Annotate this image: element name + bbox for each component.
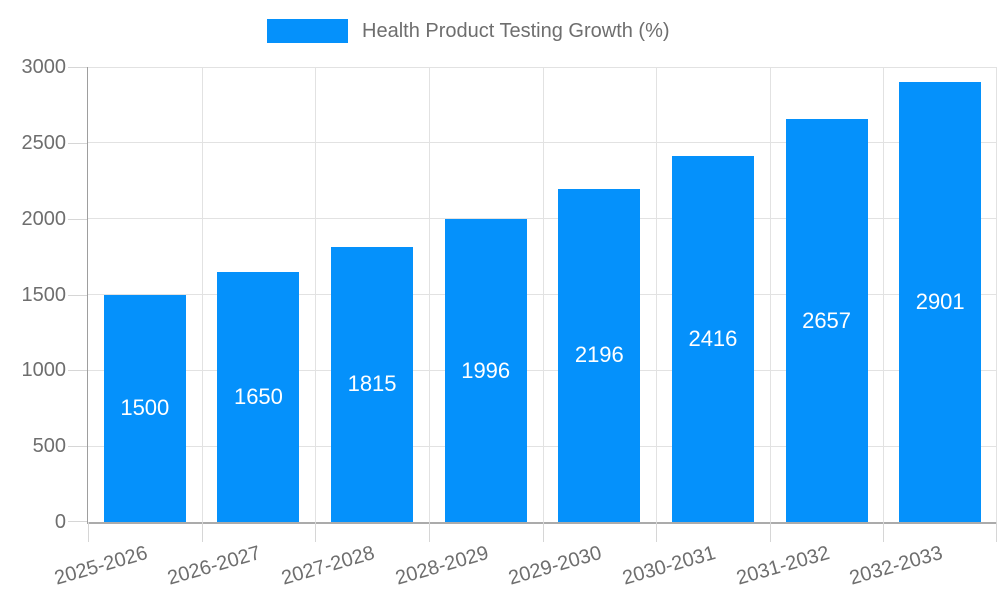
y-axis-tick xyxy=(68,294,87,296)
y-axis-tick-label: 0 xyxy=(54,511,66,533)
y-axis-tick-label: 500 xyxy=(32,435,66,458)
bar-value-label: 2416 xyxy=(688,325,738,351)
legend-label: Health Product Testing Growth (%) xyxy=(362,19,670,42)
y-axis-tick-label: 2500 xyxy=(21,131,67,154)
x-axis-tick xyxy=(542,522,544,542)
y-axis-tick xyxy=(68,446,87,448)
bar[interactable]: 1500 xyxy=(103,294,186,522)
v-gridline xyxy=(428,67,430,522)
v-gridline xyxy=(201,67,203,522)
bar[interactable]: 2196 xyxy=(558,188,641,522)
bar[interactable]: 2657 xyxy=(785,119,868,522)
y-axis-tick-label: 1500 xyxy=(21,283,67,306)
y-axis-tick xyxy=(68,67,87,68)
y-axis-tick xyxy=(68,370,87,372)
v-gridline xyxy=(769,67,771,522)
x-axis-tick xyxy=(88,522,89,542)
v-gridline xyxy=(315,67,317,522)
bar-value-label: 2901 xyxy=(915,289,965,314)
v-gridline xyxy=(542,67,544,522)
bar-value-label: 2196 xyxy=(574,342,624,368)
bar-value-label: 1996 xyxy=(461,357,511,383)
bar-value-label: 1815 xyxy=(347,371,397,397)
bar[interactable]: 2901 xyxy=(899,82,982,522)
y-axis-tick xyxy=(68,218,87,220)
y-axis-tick-label: 1000 xyxy=(21,359,67,382)
y-axis-tick xyxy=(68,521,87,522)
x-axis-tick xyxy=(201,522,203,542)
y-axis-tick-label: 2000 xyxy=(21,207,67,230)
y-axis-tick xyxy=(68,142,87,144)
bar-value-label: 1500 xyxy=(120,395,170,421)
v-gridline xyxy=(883,67,885,522)
bar[interactable]: 2416 xyxy=(671,155,754,522)
plot-area: 1500 1650 1815 1996 2196 2416 2657 2901 xyxy=(68,67,997,542)
x-axis-tick xyxy=(769,522,771,542)
x-axis-tick xyxy=(996,522,997,542)
legend-swatch xyxy=(267,19,348,43)
x-axis-tick xyxy=(315,522,317,542)
bar[interactable]: 1996 xyxy=(444,219,527,522)
x-axis-tick xyxy=(883,522,885,542)
chart-legend: Health Product Testing Growth (%) xyxy=(267,19,670,43)
y-axis-tick-label: 3000 xyxy=(21,56,67,78)
v-gridline xyxy=(996,67,997,522)
bar[interactable]: 1650 xyxy=(217,271,300,522)
bar-value-label: 2657 xyxy=(802,307,852,333)
x-axis-tick xyxy=(656,522,658,542)
bar-value-label: 1650 xyxy=(233,383,283,409)
v-gridline xyxy=(656,67,658,522)
bar[interactable]: 1815 xyxy=(331,246,414,522)
x-axis-tick xyxy=(428,522,430,542)
